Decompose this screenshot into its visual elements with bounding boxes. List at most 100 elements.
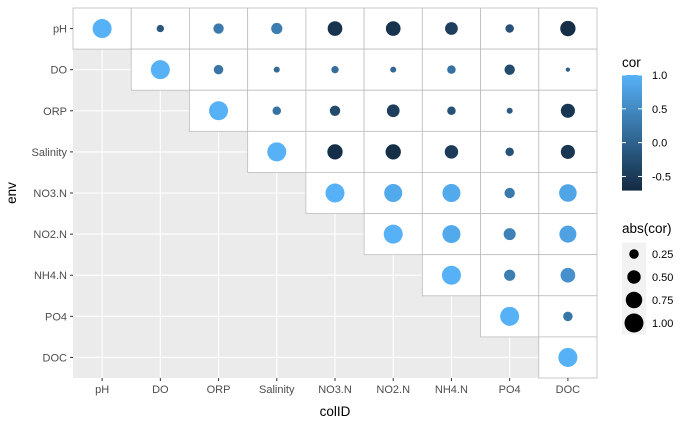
- x-tick-label-DOC: DOC: [556, 384, 581, 396]
- color-legend-step: [622, 90, 642, 94]
- x-tick-label-NO3.N: NO3.N: [318, 384, 352, 396]
- point-Salinity-NO3.N: [327, 144, 343, 160]
- y-tick-label-NH4.N: NH4.N: [34, 270, 67, 282]
- point-Salinity-NO2.N: [385, 144, 401, 160]
- point-ORP-ORP: [209, 101, 229, 121]
- point-pH-ORP: [213, 23, 224, 34]
- cell-ORP-NO3.N: [305, 89, 365, 132]
- color-legend-step: [622, 157, 642, 161]
- size-legend-label: 1.00: [652, 318, 673, 330]
- point-pH-DOC: [560, 20, 576, 37]
- x-tick-label-DO: DO: [152, 384, 169, 396]
- color-legend-step: [622, 117, 642, 121]
- color-legend-label: 0.0: [652, 138, 667, 150]
- color-legend-step: [622, 172, 642, 176]
- color-legend-step: [622, 87, 642, 91]
- size-legend-label: 0.75: [652, 295, 673, 307]
- point-DO-NO3.N: [331, 65, 339, 74]
- color-legend-step: [622, 100, 642, 104]
- cell-pH-ORP: [189, 7, 249, 50]
- color-legend-step: [622, 82, 642, 86]
- color-legend-step: [622, 147, 642, 151]
- size-legend-point: [627, 270, 641, 284]
- color-legend-title: cor: [622, 55, 641, 70]
- color-legend-step: [622, 77, 642, 81]
- color-legend-step: [622, 95, 642, 99]
- point-pH-pH: [92, 19, 112, 39]
- color-legend-step: [622, 107, 642, 111]
- size-legend-label: 0.50: [652, 272, 673, 284]
- point-pH-NH4.N: [445, 22, 458, 35]
- point-Salinity-DOC: [560, 144, 575, 159]
- color-legend-step: [622, 182, 642, 186]
- color-legend-step: [622, 132, 642, 136]
- color-legend-step: [622, 112, 642, 116]
- color-legend-step: [622, 127, 642, 131]
- point-ORP-NH4.N: [447, 106, 456, 116]
- point-NO2.N-DOC: [559, 225, 577, 243]
- color-legend-step: [622, 142, 642, 146]
- color-legend-step: [622, 175, 642, 179]
- point-pH-Salinity: [271, 22, 283, 35]
- color-legend-step: [622, 92, 642, 96]
- color-legend-step: [622, 170, 642, 174]
- y-tick-label-DOC: DOC: [43, 352, 68, 364]
- point-DOC-DOC: [558, 347, 578, 367]
- size-legend-title: abs(cor): [622, 221, 672, 236]
- correlation-points: [92, 19, 578, 367]
- color-legend-step: [622, 122, 642, 126]
- point-NH4.N-DOC: [560, 267, 576, 283]
- point-Salinity-NH4.N: [444, 145, 459, 159]
- color-legend-step: [622, 85, 642, 89]
- point-NO3.N-PO4: [504, 187, 515, 199]
- color-legend-step: [622, 167, 642, 171]
- cell-pH-Salinity: [247, 7, 307, 50]
- color-legend-step: [622, 160, 642, 164]
- point-pH-PO4: [505, 24, 514, 33]
- x-tick-label-Salinity: Salinity: [259, 384, 295, 396]
- color-legend-step: [622, 155, 642, 159]
- point-NH4.N-NH4.N: [441, 265, 461, 285]
- point-NH4.N-PO4: [504, 269, 516, 281]
- point-NO2.N-PO4: [503, 228, 516, 241]
- cell-NO3.N-NO3.N: [305, 172, 365, 214]
- point-NO2.N-NO2.N: [383, 224, 403, 244]
- size-legend-label: 0.25: [652, 249, 673, 261]
- color-legend: cor -0.5 0.0 0.5 1.0: [622, 55, 671, 191]
- point-Salinity-PO4: [505, 147, 514, 157]
- cell-NH4.N-DOC: [538, 254, 598, 297]
- color-legend-step: [622, 140, 642, 144]
- color-legend-step: [622, 162, 642, 166]
- color-legend-label: 1.0: [652, 70, 667, 82]
- color-legend-label: -0.5: [652, 171, 671, 183]
- color-legend-step: [622, 125, 642, 129]
- color-legend-step: [622, 165, 642, 169]
- point-NO3.N-DOC: [559, 184, 577, 202]
- point-DO-NH4.N: [447, 65, 456, 74]
- color-legend-step: [622, 120, 642, 124]
- point-DO-PO4: [504, 64, 515, 75]
- point-DO-Salinity: [273, 66, 280, 73]
- color-legend-step: [622, 180, 642, 184]
- color-legend-label: 0.5: [652, 104, 667, 116]
- size-legend-point: [629, 249, 639, 259]
- x-tick-label-PO4: PO4: [499, 384, 521, 396]
- x-tick-label-ORP: ORP: [207, 384, 231, 396]
- point-DO-DOC: [565, 67, 571, 72]
- y-tick-label-PO4: PO4: [45, 311, 67, 323]
- color-legend-step: [622, 110, 642, 114]
- y-tick-label-NO2.N: NO2.N: [33, 229, 67, 241]
- x-tick-label-pH: pH: [95, 384, 109, 396]
- x-axis-title: colID: [320, 404, 351, 419]
- point-NO3.N-NO3.N: [325, 183, 345, 203]
- color-legend-step: [622, 75, 642, 79]
- y-axis: pH DO ORP Salinity NO3.N NO2.N NH4.N PO4 DOC: [32, 24, 73, 364]
- point-PO4-DOC: [563, 311, 573, 322]
- point-pH-NO3.N: [327, 21, 343, 36]
- point-DO-ORP: [213, 64, 224, 75]
- color-legend-step: [622, 187, 642, 191]
- cell-PO4-DOC: [538, 295, 598, 338]
- color-legend-step: [622, 152, 642, 156]
- point-pH-NO2.N: [385, 21, 401, 36]
